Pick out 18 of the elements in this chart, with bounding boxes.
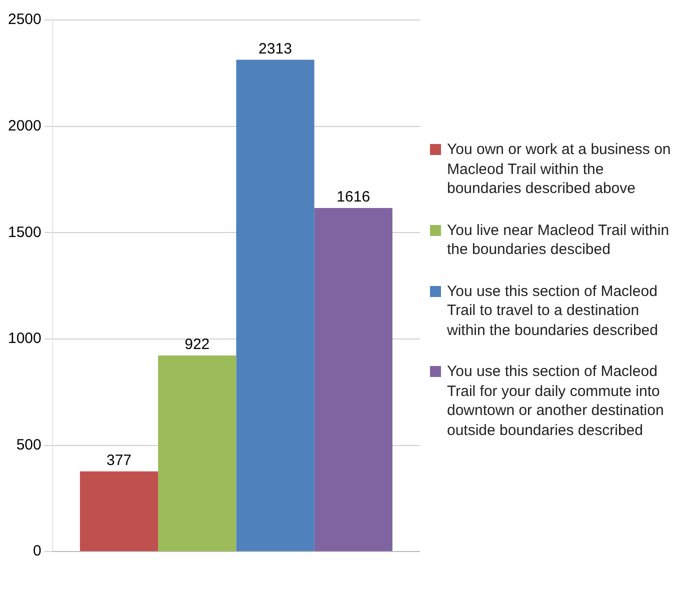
bar: [158, 356, 236, 552]
legend-label: You use this section of Macleod Trail for your daily commute into downtown or another destination outside boundaries described: [447, 362, 665, 440]
bar: [314, 208, 392, 552]
legend-label: You own or work at a business on Macleod Trail within the boundaries described above: [447, 140, 672, 198]
y-tick-label: 2500: [8, 11, 42, 28]
data-label: 377: [106, 452, 132, 470]
data-label: 922: [184, 336, 210, 354]
data-label: 1616: [336, 188, 370, 206]
bar: [236, 60, 314, 552]
y-tick-label: 500: [16, 436, 42, 454]
y-tick-label: 1000: [8, 330, 42, 348]
y-tick-label: 0: [33, 542, 42, 560]
y-tick-label: 2000: [8, 117, 42, 134]
y-tick-label: 1500: [8, 224, 42, 241]
data-label: 2313: [258, 40, 292, 58]
bar: [80, 471, 158, 552]
legend-label: You use this section of Macleod Trail to travel to a destination within the boundaries described: [447, 282, 659, 340]
legend-label: You live near Macleod Trail within the boundaries descibed: [447, 220, 670, 260]
